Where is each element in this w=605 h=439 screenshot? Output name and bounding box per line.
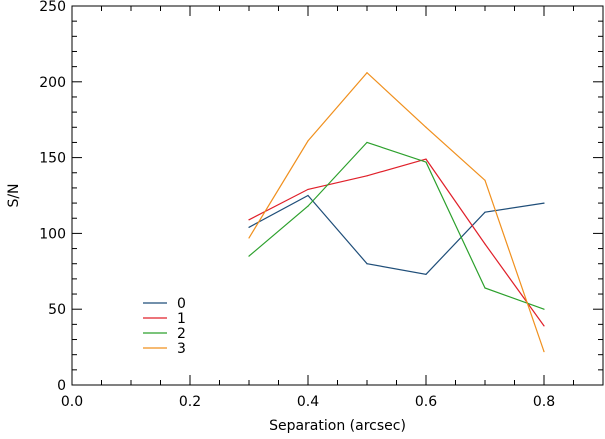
data-point-1: [248, 219, 250, 221]
data-point-3: [425, 126, 427, 128]
x-tick-label: 0.4: [297, 394, 319, 410]
legend-label-1: 1: [177, 311, 186, 327]
x-tick-label: 0.8: [533, 394, 555, 410]
data-point-0: [307, 194, 309, 197]
data-point-3: [248, 237, 250, 239]
data-point-0: [366, 263, 368, 265]
data-point-1: [484, 243, 486, 245]
y-tick-label: 200: [39, 75, 66, 91]
data-point-0: [484, 211, 486, 213]
legend-label-0: 0: [177, 296, 186, 312]
data-point-2: [543, 308, 545, 310]
plot-frame: [71, 5, 604, 386]
data-point-1: [366, 175, 368, 177]
series-line-2: [248, 141, 545, 310]
data-point-2: [248, 255, 250, 257]
legend-label-3: 3: [177, 341, 186, 357]
data-point-3: [484, 179, 486, 181]
data-point-2: [425, 161, 427, 163]
x-tick-label: 0.0: [61, 394, 83, 410]
data-point-3: [366, 72, 368, 74]
data-point-2: [484, 287, 486, 289]
y-tick-label: 0: [57, 378, 66, 394]
data-point-2: [307, 205, 309, 207]
data-point-0: [425, 273, 427, 275]
legend-label-2: 2: [177, 326, 186, 342]
series-line-0: [248, 194, 545, 275]
series-line-3: [248, 71, 545, 352]
data-point-3: [307, 140, 309, 142]
y-axis-label: S/N: [6, 183, 22, 207]
series-line-1: [248, 158, 545, 327]
x-tick-label: 0.6: [415, 394, 437, 410]
data-point-0: [543, 202, 545, 204]
x-axis-label: Separation (arcsec): [269, 418, 406, 434]
y-tick-label: 100: [39, 226, 66, 242]
data-point-2: [366, 141, 368, 144]
data-point-1: [307, 188, 309, 191]
axes: 0.0 0.2 0.4 0.6 0.8 0 50 100 150 200 250: [39, 0, 604, 410]
data-point-1: [425, 158, 427, 160]
y-tick-label: 250: [39, 0, 66, 15]
y-tick-label: 50: [48, 302, 66, 318]
data-point-0: [248, 226, 250, 228]
y-tick-label: 150: [39, 151, 66, 167]
x-tick-label: 0.2: [179, 394, 201, 410]
data-point-1: [543, 325, 545, 327]
data-point-3: [543, 351, 545, 353]
series-lines: [248, 71, 545, 353]
